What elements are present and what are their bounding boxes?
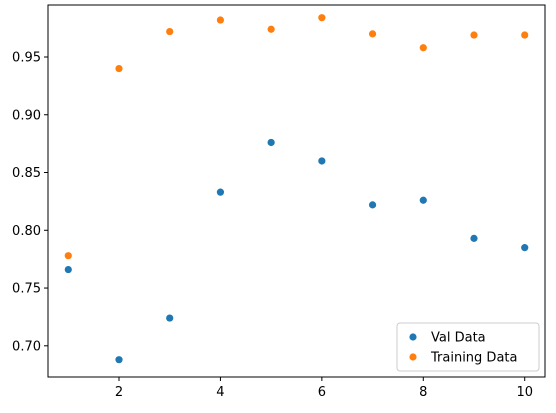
val-data-point xyxy=(166,314,174,322)
x-tick-label: 4 xyxy=(216,385,224,400)
legend-marker xyxy=(409,353,417,361)
y-tick-label: 0.90 xyxy=(12,108,41,123)
legend-label: Training Data xyxy=(430,351,517,366)
x-tick-label: 6 xyxy=(318,385,326,400)
training-data-point xyxy=(216,16,225,24)
y-axis: 0.70 0.75 0.80 0.85 0.90 0.95 xyxy=(12,50,48,354)
legend-label: Val Data xyxy=(431,331,486,346)
val-data-point xyxy=(521,244,529,252)
y-tick-label: 0.85 xyxy=(12,166,41,181)
val-data-point xyxy=(115,356,123,364)
training-data-point xyxy=(419,44,427,52)
val-data-point xyxy=(64,265,72,274)
plot-area xyxy=(47,4,546,378)
x-tick-label: 10 xyxy=(516,385,533,400)
x-tick-label: 8 xyxy=(419,385,427,400)
y-tick-label: 0.95 xyxy=(12,50,41,65)
training-data-point xyxy=(368,30,377,38)
data-points xyxy=(64,14,529,364)
legend: Val Data Training Data xyxy=(396,322,540,372)
y-tick-label: 0.70 xyxy=(12,339,41,354)
training-data-point xyxy=(115,64,123,73)
x-axis: 2 4 6 8 10 xyxy=(115,377,533,400)
val-data-point xyxy=(368,201,377,209)
y-tick-label: 0.80 xyxy=(12,224,41,239)
legend-marker xyxy=(409,333,417,341)
training-data-point xyxy=(318,14,326,22)
val-data-point xyxy=(419,196,427,204)
training-data-point xyxy=(470,31,478,39)
y-tick-label: 0.75 xyxy=(12,282,41,297)
x-tick-label: 2 xyxy=(115,385,123,400)
training-data-point xyxy=(166,27,174,36)
val-data-point xyxy=(216,188,225,196)
val-data-point xyxy=(267,138,275,147)
training-data-point xyxy=(521,31,529,39)
val-data-point xyxy=(318,157,326,165)
training-data-point xyxy=(64,252,72,260)
legend-box xyxy=(396,322,540,372)
val-data-point xyxy=(470,234,478,242)
training-data-point xyxy=(267,25,275,33)
